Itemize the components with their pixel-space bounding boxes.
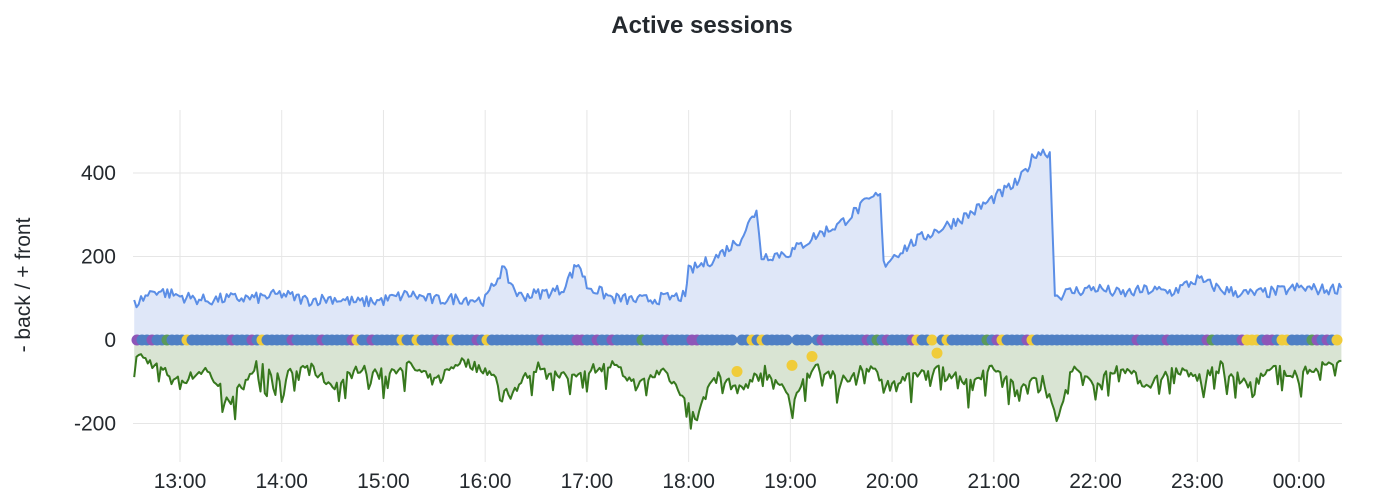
x-tick-label: 14:00 — [255, 470, 308, 493]
y-axis-ticks: 400 200 0 -200 — [74, 162, 116, 436]
y-tick-label: 200 — [81, 246, 116, 269]
state-point — [806, 351, 818, 363]
x-tick-label: 18:00 — [662, 470, 715, 493]
x-tick-label: 19:00 — [764, 470, 817, 493]
x-tick-label: 17:00 — [561, 470, 614, 493]
state-point — [786, 359, 798, 371]
series-group — [131, 148, 1343, 430]
x-tick-label: 00:00 — [1273, 470, 1326, 493]
state-point — [781, 334, 793, 346]
y-tick-label: -200 — [74, 413, 116, 436]
state-point — [731, 366, 743, 378]
x-tick-label: 21:00 — [968, 470, 1021, 493]
back-series-area — [134, 340, 1342, 429]
front-series-area — [134, 149, 1342, 340]
x-tick-label: 20:00 — [866, 470, 919, 493]
x-tick-label: 16:00 — [459, 470, 512, 493]
state-point — [1331, 334, 1343, 346]
state-point — [726, 334, 738, 346]
state-point — [926, 334, 938, 346]
x-tick-label: 13:00 — [154, 470, 207, 493]
y-tick-label: 0 — [104, 329, 116, 352]
x-tick-label: 22:00 — [1069, 470, 1122, 493]
x-tick-label: 23:00 — [1171, 470, 1224, 493]
x-axis-ticks: 13:00 14:00 15:00 16:00 17:00 18:00 19:00 20:00… — [154, 470, 1326, 493]
state-point — [801, 334, 813, 346]
back-series-line — [133, 353, 1342, 430]
y-tick-label: 400 — [81, 162, 116, 185]
chart-title: Active sessions — [611, 12, 793, 39]
x-tick-label: 15:00 — [357, 470, 410, 493]
front-series-line — [133, 148, 1343, 309]
state-point — [931, 347, 943, 359]
